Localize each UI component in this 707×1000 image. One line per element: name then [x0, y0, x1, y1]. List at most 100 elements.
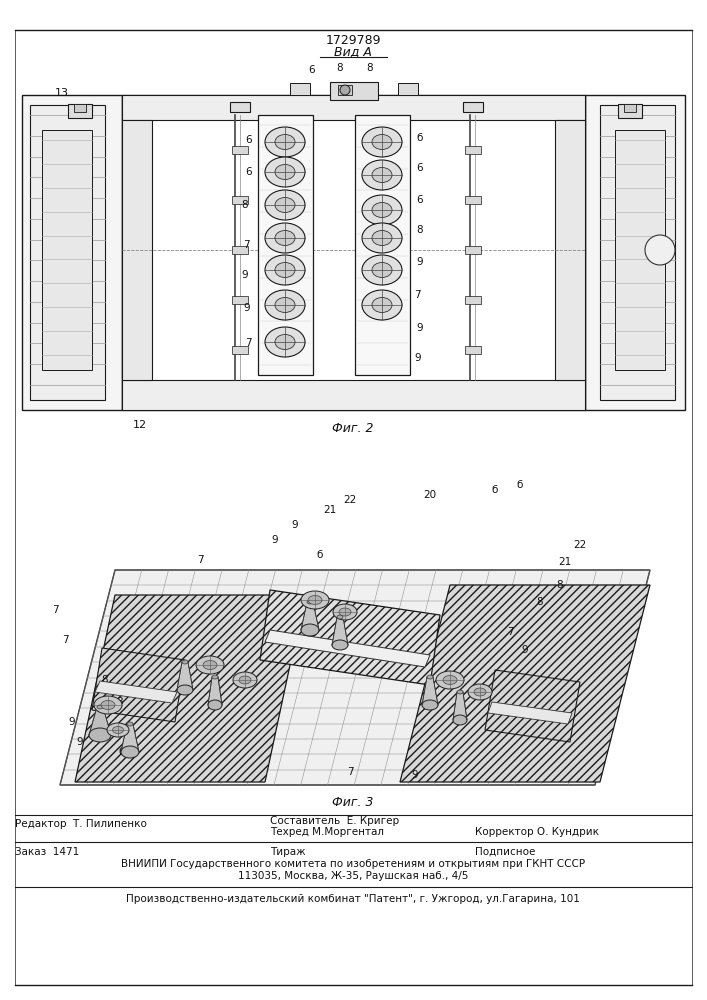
Ellipse shape	[212, 675, 218, 679]
Text: 7: 7	[197, 555, 204, 565]
Text: 13: 13	[55, 88, 69, 98]
Text: 8: 8	[537, 597, 543, 607]
Ellipse shape	[443, 676, 457, 684]
Ellipse shape	[372, 202, 392, 218]
Text: б: б	[517, 480, 523, 490]
Ellipse shape	[362, 195, 402, 225]
Ellipse shape	[94, 696, 122, 714]
Ellipse shape	[362, 127, 402, 157]
Ellipse shape	[275, 134, 295, 149]
Ellipse shape	[457, 690, 463, 694]
Text: 9: 9	[414, 353, 421, 363]
Text: 9: 9	[292, 520, 298, 530]
Polygon shape	[60, 570, 650, 785]
Ellipse shape	[182, 660, 188, 664]
Text: 22: 22	[344, 495, 356, 505]
Polygon shape	[453, 692, 467, 720]
Text: Производственно-издательский комбинат "Патент", г. Ужгород, ул.Гагарина, 101: Производственно-издательский комбинат "П…	[126, 894, 580, 904]
Text: 113035, Москва, Ж-35, Раушская наб., 4/5: 113035, Москва, Ж-35, Раушская наб., 4/5	[238, 871, 468, 881]
Polygon shape	[95, 681, 177, 703]
Bar	[465, 346, 481, 354]
Ellipse shape	[265, 290, 305, 320]
Text: б: б	[492, 485, 498, 495]
Polygon shape	[89, 707, 111, 735]
Text: 9: 9	[76, 737, 83, 747]
Ellipse shape	[362, 290, 402, 320]
Ellipse shape	[101, 700, 115, 710]
Text: 8: 8	[367, 63, 373, 73]
Bar	[615, 130, 665, 370]
Ellipse shape	[265, 190, 305, 220]
Bar	[122, 120, 152, 380]
Text: б: б	[119, 747, 125, 757]
Text: 7: 7	[346, 767, 354, 777]
Ellipse shape	[265, 127, 305, 157]
Text: б: б	[416, 133, 422, 143]
Text: 8: 8	[337, 63, 344, 73]
Polygon shape	[422, 677, 438, 705]
Bar	[624, 104, 636, 112]
Ellipse shape	[308, 595, 322, 604]
Bar	[465, 146, 481, 154]
Ellipse shape	[239, 676, 251, 684]
Text: Составитель  Е. Кригер: Составитель Е. Кригер	[270, 816, 399, 826]
Ellipse shape	[265, 327, 305, 357]
Text: 6: 6	[245, 135, 252, 145]
Ellipse shape	[362, 160, 402, 190]
Ellipse shape	[121, 746, 139, 758]
Bar	[68, 104, 92, 118]
Bar	[555, 120, 585, 380]
Text: 6: 6	[309, 65, 315, 75]
Polygon shape	[260, 590, 440, 685]
Ellipse shape	[333, 604, 357, 620]
Bar	[42, 130, 92, 370]
Text: 7: 7	[245, 338, 252, 348]
Bar	[22, 95, 122, 410]
Ellipse shape	[107, 723, 129, 737]
Text: 8: 8	[556, 580, 563, 590]
Text: Техред М.Моргентал: Техред М.Моргентал	[270, 827, 384, 837]
Text: 21: 21	[323, 505, 337, 515]
Text: 7: 7	[62, 635, 69, 645]
Bar	[122, 380, 585, 410]
Text: 6: 6	[245, 167, 252, 177]
Text: 9: 9	[416, 257, 423, 267]
Text: б: б	[317, 550, 323, 560]
Bar	[232, 146, 248, 154]
Text: 7: 7	[414, 290, 421, 300]
Ellipse shape	[332, 640, 348, 650]
Text: 1729789: 1729789	[325, 33, 381, 46]
Text: 6: 6	[416, 195, 423, 205]
Ellipse shape	[372, 167, 392, 182]
Text: Фиг. 3: Фиг. 3	[332, 796, 374, 808]
Ellipse shape	[177, 685, 193, 695]
Text: 9: 9	[271, 535, 279, 545]
Ellipse shape	[339, 608, 351, 616]
Ellipse shape	[372, 231, 392, 245]
Ellipse shape	[645, 235, 675, 265]
Text: Фиг. 2: Фиг. 2	[332, 422, 374, 434]
Ellipse shape	[127, 722, 133, 726]
Text: 9: 9	[243, 303, 250, 313]
Bar	[74, 104, 86, 112]
Polygon shape	[400, 585, 650, 782]
Polygon shape	[208, 677, 222, 705]
Ellipse shape	[372, 262, 392, 277]
Text: 9: 9	[69, 717, 76, 727]
Bar	[30, 105, 105, 400]
Ellipse shape	[275, 298, 295, 312]
Polygon shape	[332, 617, 348, 645]
Ellipse shape	[89, 728, 111, 742]
Text: 7: 7	[507, 627, 513, 637]
Bar	[465, 246, 481, 254]
Ellipse shape	[196, 656, 224, 674]
Text: 9: 9	[241, 270, 248, 280]
Ellipse shape	[301, 591, 329, 609]
Ellipse shape	[301, 624, 319, 636]
Ellipse shape	[97, 705, 103, 709]
Text: Вид А: Вид А	[334, 45, 372, 58]
Polygon shape	[75, 595, 305, 782]
Ellipse shape	[422, 700, 438, 710]
Text: 9: 9	[411, 770, 419, 780]
Bar	[122, 95, 585, 410]
